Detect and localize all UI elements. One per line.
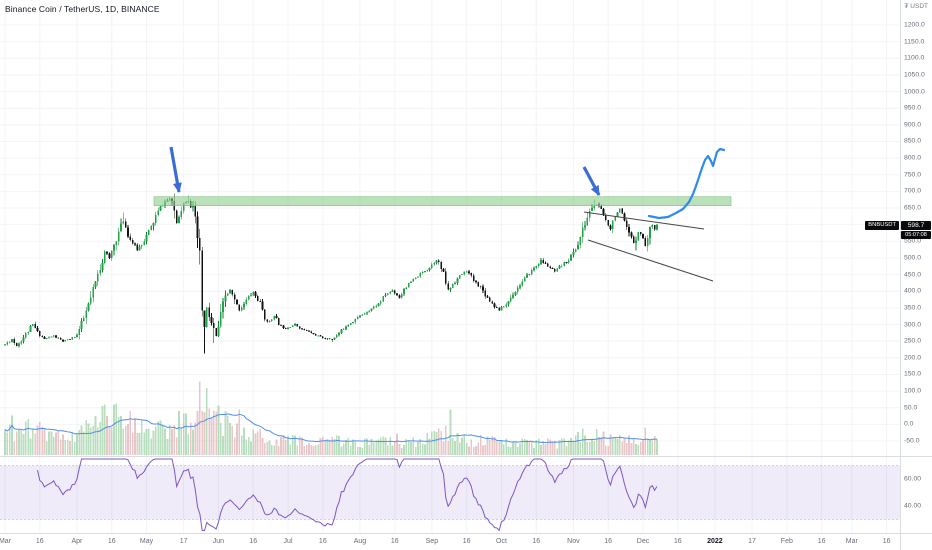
time-scale-tick: 16 — [107, 538, 116, 545]
time-scale-tick: Mar — [0, 538, 12, 545]
projection-path[interactable] — [647, 147, 726, 220]
time-scale-tick: 16 — [604, 538, 613, 545]
time-scale-tick: 2022 — [707, 538, 723, 545]
price-scale-tick: 850.0 — [904, 137, 922, 145]
candlestick-series[interactable] — [4, 193, 658, 354]
price-scale-tick: 450.0 — [904, 271, 922, 279]
time-scale-tick: Jul — [283, 538, 293, 545]
price-scale-tick: -50.0 — [904, 437, 920, 445]
time-scale-tick: 16 — [673, 538, 682, 545]
rsi-line — [36, 458, 658, 532]
time-scale-tick: Mar — [845, 538, 858, 545]
time-scale-tick: 16 — [249, 538, 258, 545]
annotation-arrow[interactable] — [169, 146, 182, 193]
annotation-arrow[interactable] — [582, 166, 601, 196]
time-scale-tick: Aug — [353, 538, 367, 545]
time-scale-tick: Feb — [780, 538, 793, 545]
volume-series — [4, 381, 658, 455]
price-scale-tick: 700.0 — [904, 187, 922, 195]
rsi-scale-tick: 40.00 — [904, 502, 922, 510]
volume-ma-line — [4, 413, 657, 443]
time-scale-tick: 16 — [35, 538, 44, 545]
trendline[interactable] — [583, 211, 705, 230]
price-scale-tick: 400.0 — [904, 287, 922, 295]
price-scale-tick: 750.0 — [904, 171, 922, 179]
price-scale-tick: 50.0 — [904, 404, 918, 412]
last-price-flag: 598.7 — [901, 221, 931, 230]
bar-countdown-flag: 05:07:08 — [901, 230, 931, 239]
price-scale-tick: 1200.0 — [904, 21, 925, 29]
time-scale-tick: Sep — [425, 538, 439, 545]
trendline[interactable] — [587, 239, 714, 282]
time-scale-tick: Nov — [567, 538, 580, 545]
price-scale-tick: 900.0 — [904, 121, 922, 129]
rsi-scale-tick: 60.00 — [904, 475, 922, 483]
time-scale-tick: 16 — [318, 538, 327, 545]
time-scale-tick: 16 — [882, 538, 891, 545]
last-price-symbol-flag: BNBUSDT — [865, 221, 899, 230]
time-scale-tick: Jun — [212, 538, 225, 545]
time-scale-tick: Dec — [636, 538, 650, 545]
time-scale-tick: 16 — [817, 538, 826, 545]
resistance-zone[interactable] — [153, 196, 732, 207]
price-scale-tick: 550.0 — [904, 237, 922, 245]
price-scale-tick: 800.0 — [904, 154, 922, 162]
time-scale-tick: Apr — [71, 538, 83, 545]
price-scale-tick: 1000.0 — [904, 88, 925, 96]
price-scale-tick: 200.0 — [904, 354, 922, 362]
time-scale-tick: May — [139, 538, 154, 545]
price-scale-tick: 1050.0 — [904, 71, 925, 79]
price-scale-tick: 1100.0 — [904, 54, 925, 62]
quote-currency-label: USDT — [910, 3, 928, 10]
tether-icon: ₮ — [904, 3, 909, 10]
price-scale-tick: 0.0 — [904, 420, 914, 428]
price-scale-tick: 500.0 — [904, 254, 922, 262]
time-scale-tick: Oct — [496, 538, 507, 545]
time-scale-tick: 16 — [390, 538, 399, 545]
symbol-title[interactable]: Binance Coin / TetherUS, 1D, BINANCE — [5, 4, 160, 14]
price-scale-tick: 950.0 — [904, 104, 922, 112]
time-scale-tick: 17 — [748, 538, 756, 545]
quote-currency-button[interactable]: ₮ USDT — [905, 3, 929, 10]
price-scale-tick: 1150.0 — [904, 38, 925, 46]
price-scale-tick: 650.0 — [904, 204, 922, 212]
rsi-band — [0, 465, 900, 520]
price-scale-tick: 350.0 — [904, 304, 922, 312]
price-scale-tick: 300.0 — [904, 321, 922, 329]
price-scale-tick: 150.0 — [904, 370, 922, 378]
time-scale-tick: 16 — [462, 538, 471, 545]
price-scale-tick: 100.0 — [904, 387, 922, 395]
time-scale-tick: 16 — [532, 538, 541, 545]
time-scale-tick: 17 — [179, 538, 188, 545]
price-scale-tick: 250.0 — [904, 337, 922, 345]
